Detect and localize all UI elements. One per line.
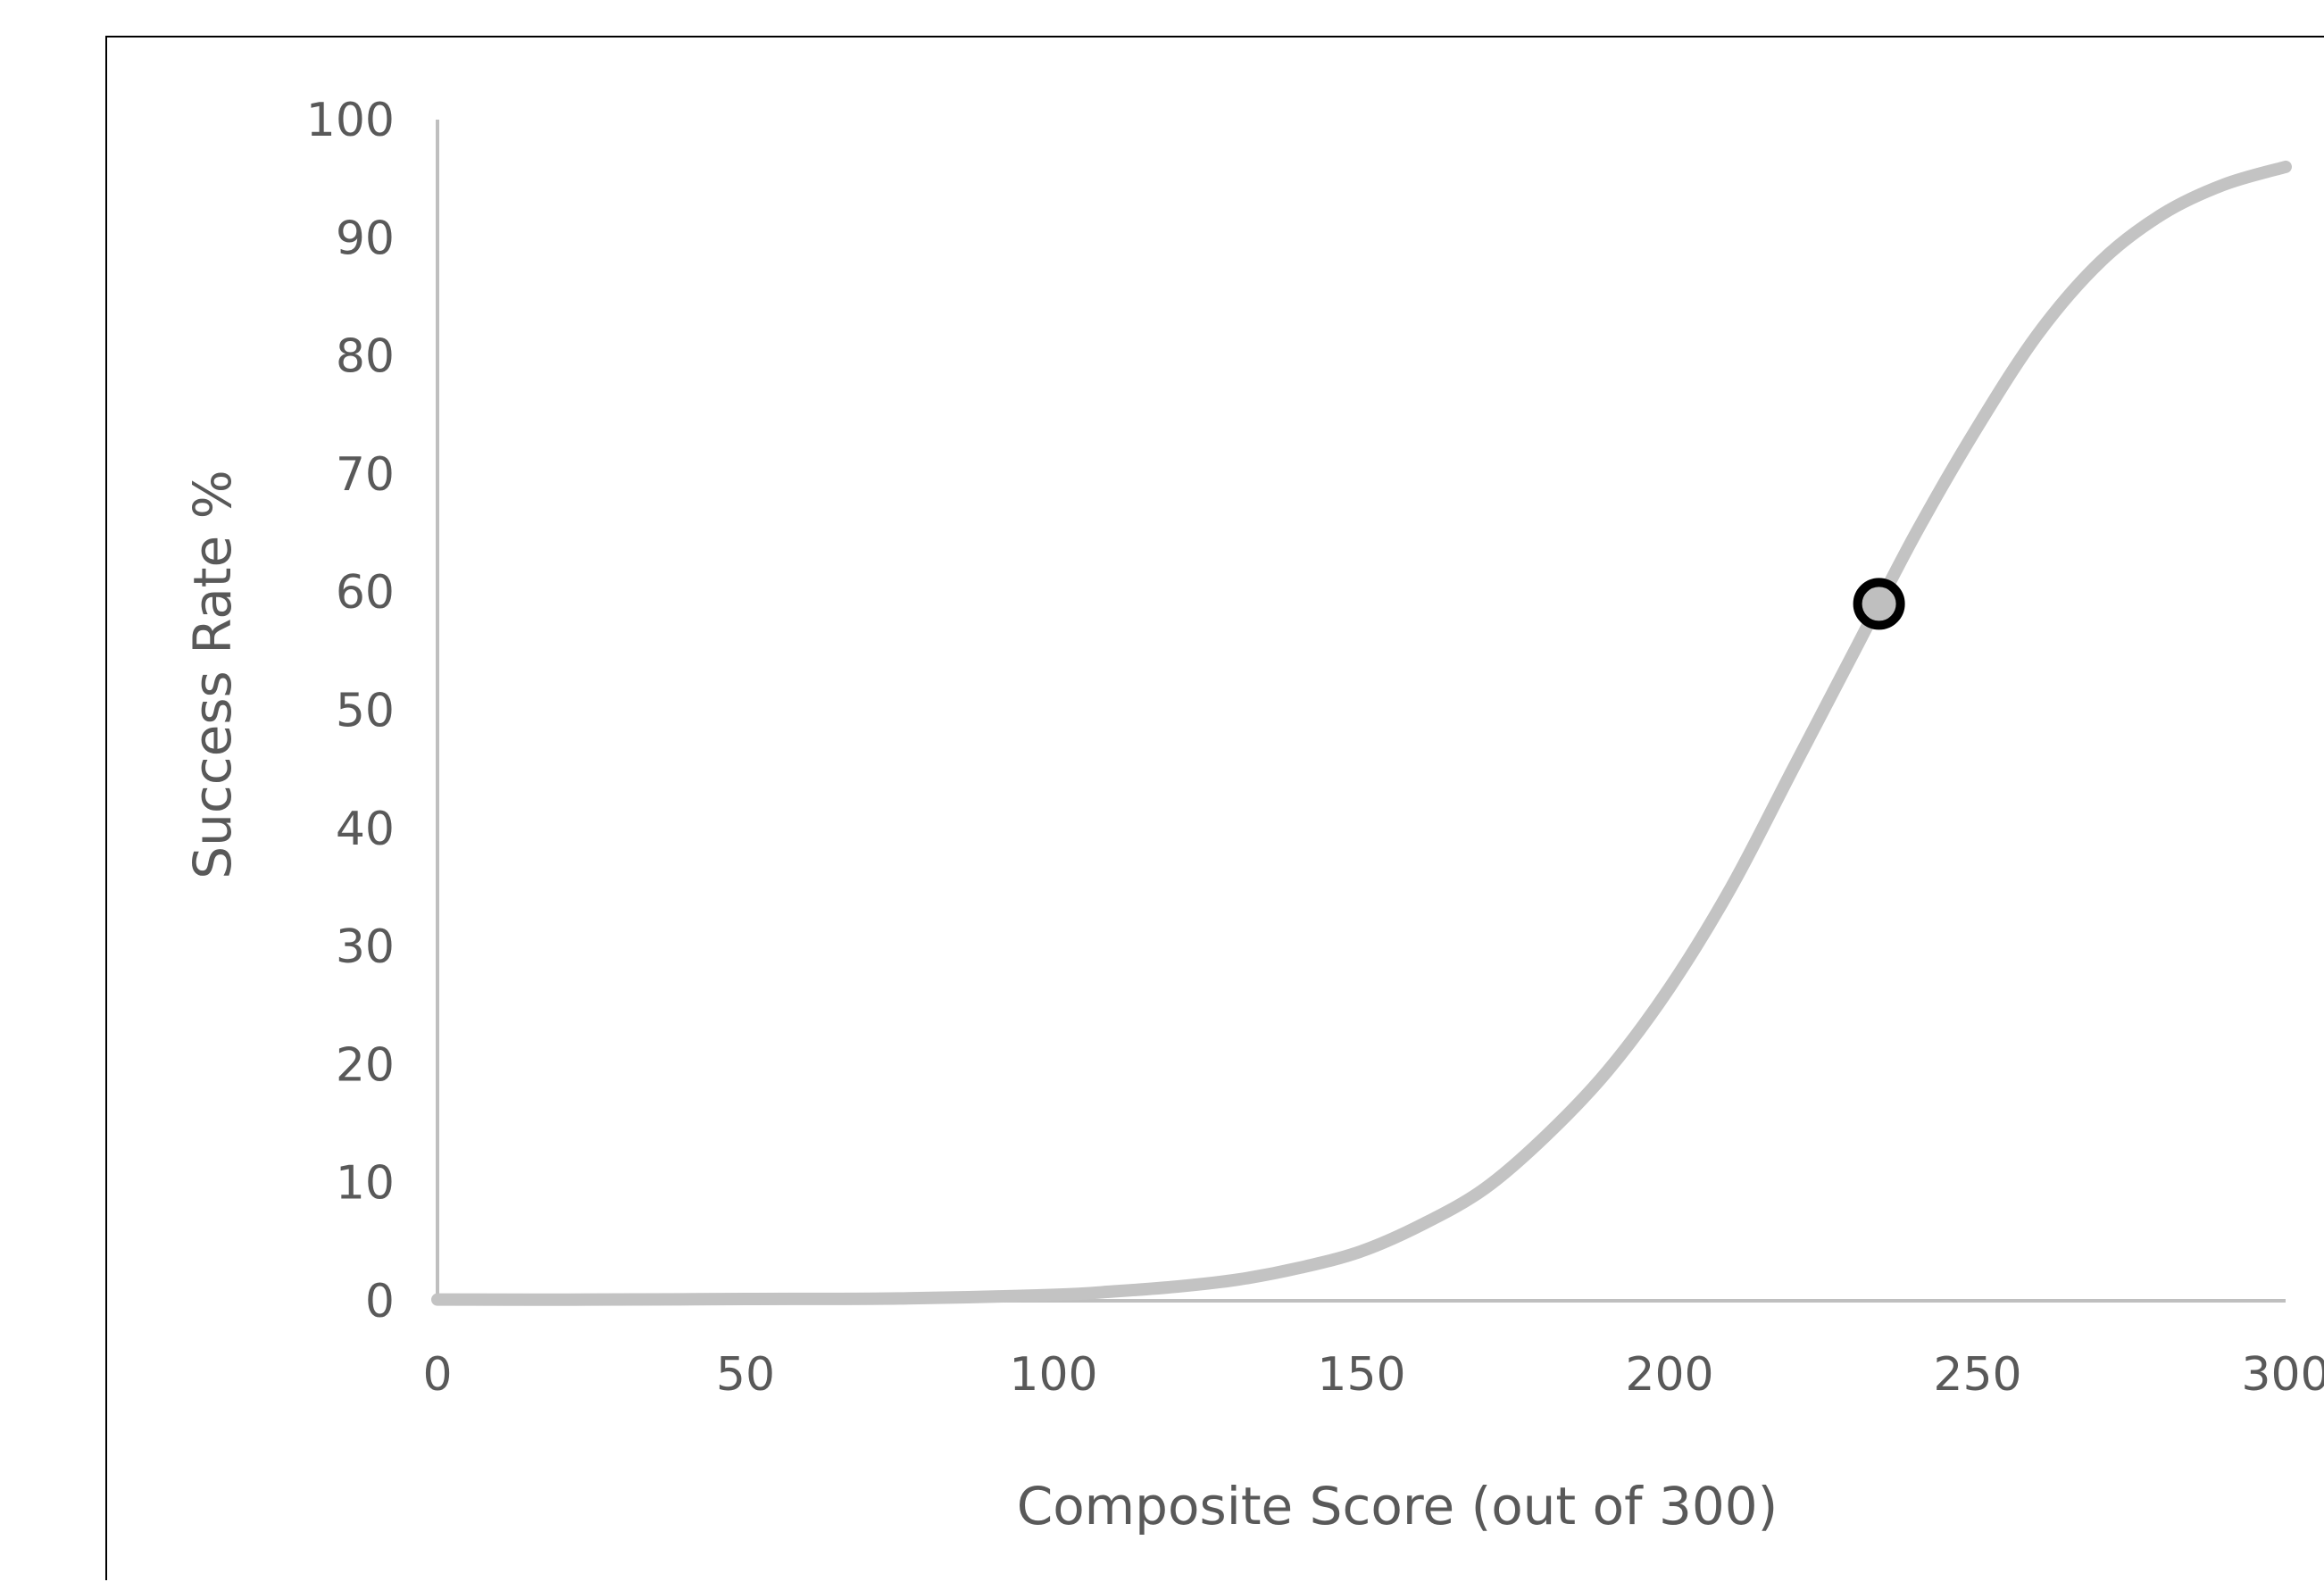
x-tick-label: 0 bbox=[422, 1348, 452, 1402]
x-axis: 0 50 100 150 200 250 300 bbox=[422, 1299, 2324, 1402]
x-tick-label: 300 bbox=[2241, 1348, 2324, 1402]
x-tick-label: 100 bbox=[1009, 1348, 1097, 1402]
y-tick-label: 90 bbox=[336, 212, 395, 265]
x-tick-label: 150 bbox=[1317, 1348, 1405, 1402]
y-tick-label: 30 bbox=[336, 920, 395, 974]
series-group bbox=[431, 160, 2292, 1306]
y-tick-label: 80 bbox=[336, 330, 395, 384]
x-tick-label: 250 bbox=[1933, 1348, 2021, 1402]
x-axis-title: Composite Score (out of 300) bbox=[1017, 1476, 1778, 1536]
y-axis-title: Success Rate % bbox=[182, 470, 243, 878]
y-tick-label: 20 bbox=[336, 1038, 395, 1092]
y-tick-label: 10 bbox=[336, 1157, 395, 1211]
highlight-point bbox=[1853, 578, 1905, 630]
x-tick-label: 50 bbox=[716, 1348, 775, 1402]
y-tick-label: 60 bbox=[336, 566, 395, 620]
chart-frame: 0 10 20 30 40 50 60 70 80 90 100 0 50 100 150 200 250 30… bbox=[105, 36, 2324, 1580]
y-tick-label: 70 bbox=[336, 448, 395, 502]
y-tick-label: 0 bbox=[365, 1275, 395, 1328]
chart-svg: 0 10 20 30 40 50 60 70 80 90 100 0 50 100 150 200 250 30… bbox=[182, 94, 2324, 1536]
y-tick-label: 50 bbox=[336, 685, 395, 738]
marker-group bbox=[1853, 578, 1905, 630]
y-tick-label: 40 bbox=[336, 803, 395, 856]
y-tick-label: 100 bbox=[306, 94, 395, 147]
x-tick-label: 200 bbox=[1625, 1348, 1713, 1402]
y-axis: 0 10 20 30 40 50 60 70 80 90 100 bbox=[306, 94, 439, 1328]
series-line bbox=[431, 160, 2292, 1306]
